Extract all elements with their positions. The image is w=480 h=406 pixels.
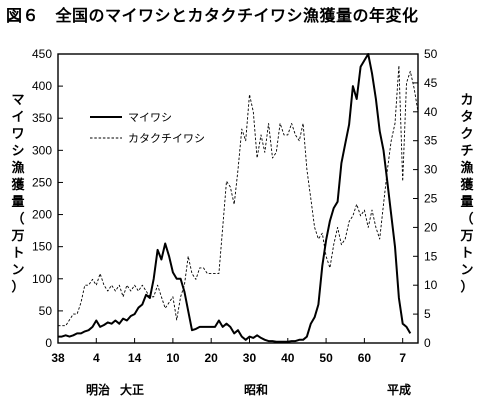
series-line-maiwashi: [58, 53, 412, 343]
legend-box: [86, 106, 220, 148]
y-axis-right-label: カタクチ漁獲量（万トン）: [460, 93, 474, 295]
y-right-tick-label: 30: [424, 163, 438, 177]
y-left-tick-label: 150: [32, 240, 52, 254]
y-left-tick-label: 400: [32, 79, 52, 93]
axes: 0501001502002503003504004500510152025303…: [32, 47, 438, 365]
series-line-katakuchi: [58, 65, 419, 327]
x-tick-label: 38: [51, 351, 65, 365]
era-label-showa: 昭和: [244, 383, 269, 397]
x-tick-label: 50: [319, 351, 333, 365]
legend-label-maiwashi: マイワシ: [128, 111, 172, 124]
x-tick-label: 40: [281, 351, 295, 365]
y-right-tick-label: 40: [424, 105, 438, 119]
series-layer: [58, 53, 419, 343]
y-left-tick-label: 450: [32, 47, 52, 61]
era-label-meiji: 明治: [86, 383, 111, 397]
y-left-tick-label: 350: [32, 111, 52, 125]
y-axis-left-label: マイワシ漁獲量（万トン）: [11, 93, 25, 295]
x-tick-label: 7: [399, 351, 406, 365]
x-tick-label: 20: [205, 351, 219, 365]
y-left-tick-label: 50: [39, 304, 53, 318]
y-right-tick-label: 45: [424, 76, 438, 90]
x-tick-label: 60: [358, 351, 372, 365]
y-left-tick-label: 100: [32, 272, 52, 286]
y-right-tick-label: 15: [424, 249, 438, 263]
y-right-tick-label: 50: [424, 47, 438, 61]
y-left-tick-label: 250: [32, 175, 52, 189]
y-right-tick-label: 35: [424, 134, 438, 148]
x-tick-label: 10: [166, 351, 180, 365]
plot-frame: [57, 53, 419, 344]
y-left-tick-label: 0: [45, 336, 52, 350]
chart-title: 図６ 全国のマイワシとカタクチイワシ漁獲量の年変化: [6, 6, 419, 25]
y-left-tick-label: 200: [32, 208, 52, 222]
y-left-tick-label: 300: [32, 143, 52, 157]
y-right-tick-label: 20: [424, 220, 438, 234]
x-tick-label: 30: [243, 351, 257, 365]
y-right-tick-label: 10: [424, 278, 438, 292]
y-right-tick-label: 0: [424, 336, 431, 350]
x-tick-label: 4: [93, 351, 100, 365]
y-right-tick-label: 25: [424, 192, 438, 206]
era-label-taisho: 大正: [120, 383, 145, 397]
x-tick-label: 14: [128, 351, 142, 365]
legend-label-katakuchi: カタクチイワシ: [128, 132, 205, 145]
y-right-tick-label: 5: [424, 307, 431, 321]
era-label-heisei: 平成: [387, 383, 412, 397]
